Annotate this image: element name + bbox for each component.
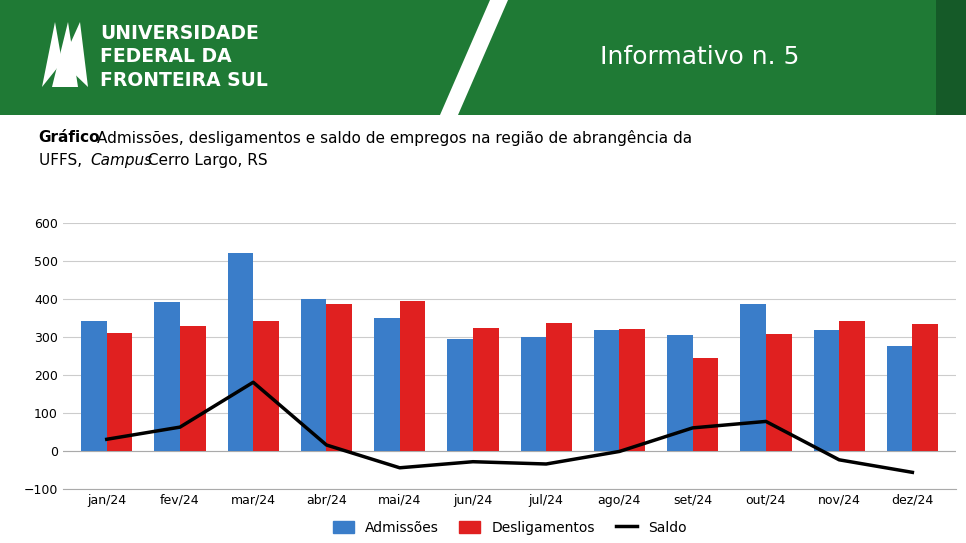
Legend: Admissões, Desligamentos, Saldo: Admissões, Desligamentos, Saldo bbox=[327, 515, 692, 540]
Bar bbox=[936, 0, 966, 115]
Bar bbox=[180, 326, 206, 451]
Bar bbox=[374, 318, 400, 451]
Bar bbox=[887, 346, 913, 451]
Bar bbox=[473, 329, 498, 451]
Bar bbox=[106, 333, 132, 451]
Bar bbox=[913, 325, 938, 451]
Bar bbox=[327, 304, 352, 451]
Text: Campus: Campus bbox=[91, 153, 153, 168]
Bar bbox=[155, 302, 180, 451]
Text: Cerro Largo, RS: Cerro Largo, RS bbox=[143, 153, 268, 168]
Polygon shape bbox=[440, 0, 508, 115]
Bar bbox=[546, 323, 572, 451]
Text: Admissões, desligamentos e saldo de empregos na região de abrangência da: Admissões, desligamentos e saldo de empr… bbox=[97, 130, 692, 146]
Bar bbox=[81, 321, 106, 451]
Bar bbox=[400, 301, 425, 451]
Bar bbox=[813, 330, 839, 451]
Text: Informativo n. 5: Informativo n. 5 bbox=[600, 45, 800, 69]
Polygon shape bbox=[62, 22, 88, 87]
Polygon shape bbox=[42, 22, 62, 87]
Text: UNIVERSIDADE
FEDERAL DA
FRONTEIRA SUL: UNIVERSIDADE FEDERAL DA FRONTEIRA SUL bbox=[100, 24, 268, 90]
Bar bbox=[253, 321, 279, 451]
Bar bbox=[766, 333, 791, 451]
Bar bbox=[668, 334, 693, 451]
Bar bbox=[521, 337, 546, 451]
Bar bbox=[447, 339, 473, 451]
Bar bbox=[839, 321, 865, 451]
Bar bbox=[740, 304, 766, 451]
Bar bbox=[594, 330, 619, 451]
Bar bbox=[693, 357, 719, 451]
Text: UFFS,: UFFS, bbox=[39, 153, 87, 168]
Bar bbox=[619, 329, 645, 451]
Bar bbox=[228, 253, 253, 451]
Bar bbox=[300, 299, 327, 451]
Polygon shape bbox=[52, 22, 78, 87]
Text: Gráfico: Gráfico bbox=[39, 130, 100, 145]
